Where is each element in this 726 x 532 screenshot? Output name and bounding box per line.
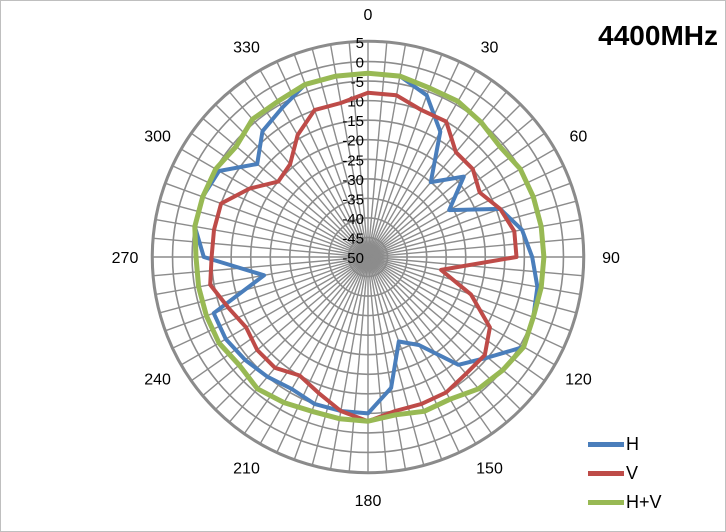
grid-spoke xyxy=(348,256,369,472)
radial-tick-label: -15 xyxy=(342,113,364,130)
grid-spoke xyxy=(367,42,388,258)
legend: H V H+V xyxy=(588,430,662,517)
angular-tick-label: 210 xyxy=(233,460,260,477)
angular-tick-label: 240 xyxy=(144,372,171,389)
grid-spoke xyxy=(229,256,369,423)
angular-tick-labels: 0 30 60 90 120 150 180 210 240 270 300 330 xyxy=(112,7,620,510)
grid-spoke xyxy=(202,256,369,396)
legend-swatch-hv xyxy=(588,500,624,505)
angular-tick-label: 30 xyxy=(481,40,499,57)
grid-spoke xyxy=(244,256,369,434)
grid-spoke xyxy=(367,182,571,258)
polar-grid xyxy=(150,39,586,475)
angular-tick-label: 150 xyxy=(476,460,503,477)
angular-tick-label: 180 xyxy=(355,493,382,510)
radial-tick-label: 0 xyxy=(356,55,364,72)
grid-spoke xyxy=(311,256,369,465)
radial-tick-label: -30 xyxy=(342,172,364,189)
grid-spoke xyxy=(181,148,369,258)
grid-spoke xyxy=(156,218,369,258)
grid-spoke xyxy=(276,256,369,453)
radial-tick-label: -25 xyxy=(342,152,364,169)
grid-spoke xyxy=(367,45,407,258)
grid-spoke xyxy=(165,182,369,258)
legend-label-v: V xyxy=(626,463,639,483)
grid-spoke xyxy=(191,133,369,258)
legend-label-h: H xyxy=(626,434,639,454)
series-h-line xyxy=(192,71,540,416)
radial-tick-label: -50 xyxy=(342,250,364,267)
grid-spoke xyxy=(367,256,583,277)
legend-label-hv: H+V xyxy=(626,492,662,512)
legend-swatch-h xyxy=(588,442,624,447)
legend-item-hv: H+V xyxy=(588,488,662,517)
angular-tick-label: 270 xyxy=(112,250,139,267)
grid-spoke xyxy=(367,237,583,258)
grid-spoke xyxy=(367,256,534,396)
grid-spoke xyxy=(153,237,369,258)
angular-tick-label: 90 xyxy=(602,250,620,267)
grid-spoke xyxy=(153,256,369,277)
grid-spoke xyxy=(181,256,369,366)
angular-tick-label: 0 xyxy=(364,7,373,24)
angular-tick-label: 60 xyxy=(570,129,588,146)
outer-ring xyxy=(150,39,586,475)
grid-spoke xyxy=(191,256,369,381)
series-hv-line xyxy=(192,70,547,424)
grid-spoke xyxy=(367,218,580,258)
grid-spoke xyxy=(311,49,369,258)
grid-spoke xyxy=(367,256,492,434)
grid-spoke xyxy=(293,54,369,258)
angular-tick-label: 120 xyxy=(565,372,592,389)
grid-spoke xyxy=(329,45,369,258)
grid-spoke xyxy=(202,118,369,258)
angular-tick-label: 300 xyxy=(144,129,171,146)
grid-spoke xyxy=(367,256,521,410)
grid-spoke xyxy=(367,256,580,296)
grid-spoke xyxy=(367,91,507,258)
grid-spoke xyxy=(215,256,369,410)
grid-spoke xyxy=(367,256,407,469)
grid-spoke xyxy=(160,256,369,314)
grid-spoke xyxy=(259,256,369,444)
legend-swatch-v xyxy=(588,471,624,476)
radial-tick-labels: -50-45-40-35-30-25-20-15-10-505 xyxy=(342,35,364,267)
grid-spoke xyxy=(367,200,576,258)
grid-spoke xyxy=(367,256,460,453)
grid-spoke xyxy=(367,256,507,423)
chart-title: 4400MHz xyxy=(598,20,718,51)
radial-tick-label: -20 xyxy=(342,133,364,150)
radial-tick-label: -35 xyxy=(342,191,364,208)
data-series xyxy=(192,70,547,424)
legend-item-h: H xyxy=(588,430,662,459)
grid-spoke xyxy=(367,256,477,444)
legend-item-v: V xyxy=(588,459,662,488)
grid-spoke xyxy=(293,256,369,460)
angular-tick-label: 330 xyxy=(233,40,260,57)
grid-spoke xyxy=(172,256,369,349)
radial-tick-label: -40 xyxy=(342,211,364,228)
grid-spoke xyxy=(215,104,369,258)
grid-spoke xyxy=(348,42,369,258)
grid-spoke xyxy=(165,256,369,332)
grid-spoke xyxy=(329,256,369,469)
grid-spoke xyxy=(367,256,388,472)
grid-spoke xyxy=(160,200,369,258)
grid-spoke xyxy=(367,256,443,460)
radial-tick-label: -5 xyxy=(351,74,364,91)
radial-tick-label: 5 xyxy=(356,35,364,52)
grid-spoke xyxy=(367,118,534,258)
radial-tick-label: -45 xyxy=(342,230,364,247)
grid-spoke xyxy=(367,148,555,258)
grid-spoke xyxy=(367,256,576,314)
grid-spoke xyxy=(172,165,369,258)
